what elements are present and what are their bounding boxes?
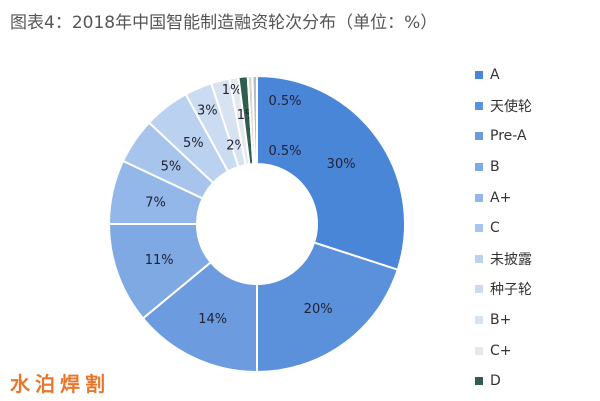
legend-swatch xyxy=(475,193,483,202)
legend-label: B xyxy=(490,159,500,176)
chart-title: 图表4：2018年中国智能制造融资轮次分布（单位：%） xyxy=(10,13,438,33)
data-label: 5% xyxy=(183,136,204,151)
slice-A xyxy=(256,74,406,271)
legend: A 天使轮 Pre-A B A+ C 未披露种子轮 B+ C+ D xyxy=(475,60,532,397)
legend-swatch xyxy=(475,71,483,80)
legend-item: C+ xyxy=(475,335,532,366)
legend-label: D xyxy=(490,373,501,390)
legend-label: C xyxy=(490,220,500,237)
legend-swatch xyxy=(475,163,483,172)
legend-item: 天使轮 xyxy=(475,91,532,122)
slice-天使轮 xyxy=(256,241,400,374)
legend-item: B xyxy=(475,152,532,183)
data-label: 14% xyxy=(198,312,227,327)
data-label: 30% xyxy=(327,157,356,172)
data-label: 7% xyxy=(145,195,166,210)
legend-swatch xyxy=(475,132,483,141)
legend-item: D xyxy=(475,366,532,397)
data-label: 0.5% xyxy=(268,144,301,159)
slice-other-12 xyxy=(251,74,258,166)
legend-label: Pre-A xyxy=(490,128,527,145)
legend-swatch xyxy=(475,316,483,325)
data-label: 11% xyxy=(145,253,174,268)
legend-swatch xyxy=(475,254,483,263)
legend-item: B+ xyxy=(475,305,532,336)
legend-item: 未披露 xyxy=(475,244,532,275)
legend-label: 种子轮 xyxy=(490,282,532,299)
legend-label: 未披露 xyxy=(490,251,532,268)
watermark-logo: 水泊焊割 xyxy=(10,372,110,396)
data-label: 5% xyxy=(161,160,182,175)
legend-swatch xyxy=(475,224,483,233)
data-label: 0.5% xyxy=(268,94,301,109)
legend-swatch xyxy=(475,101,483,110)
legend-swatch xyxy=(475,285,483,294)
legend-label: A xyxy=(490,67,500,84)
data-label: 3% xyxy=(197,103,218,118)
legend-item: Pre-A xyxy=(475,121,532,152)
data-label: 1% xyxy=(222,83,243,98)
legend-label: C+ xyxy=(490,342,512,359)
legend-label: A+ xyxy=(490,189,512,206)
legend-item: A+ xyxy=(475,182,532,213)
legend-label: B+ xyxy=(490,312,512,329)
legend-item: 种子轮 xyxy=(475,274,532,305)
data-label: 20% xyxy=(304,302,333,317)
legend-swatch xyxy=(475,377,483,386)
legend-item: C xyxy=(475,213,532,244)
legend-label: 天使轮 xyxy=(490,98,532,115)
legend-item: A xyxy=(475,60,532,91)
legend-swatch xyxy=(475,346,483,355)
